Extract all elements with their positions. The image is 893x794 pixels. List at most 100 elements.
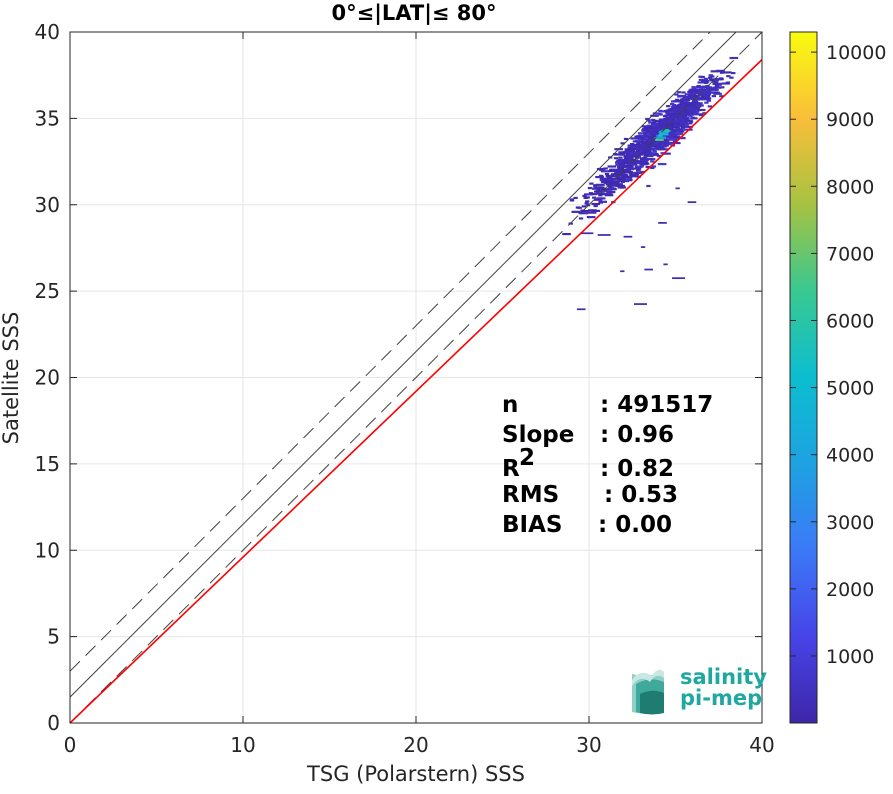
density-cell <box>641 125 651 128</box>
density-cell <box>632 162 637 165</box>
density-cell <box>647 127 652 131</box>
x-tick-label: 20 <box>403 733 428 757</box>
colorbar-tick-label: 10000 <box>826 42 886 64</box>
density-cell <box>621 173 627 176</box>
density-cell <box>654 137 659 140</box>
density-cell <box>702 112 707 115</box>
density-cell <box>607 185 613 188</box>
density-cell-outlier <box>597 234 611 236</box>
density-cell <box>580 209 590 213</box>
density-cell <box>664 129 669 132</box>
density-cell-outlier <box>620 270 625 273</box>
density-cell <box>623 161 633 164</box>
density-cell <box>692 99 697 102</box>
density-cell <box>599 178 604 182</box>
density-cell <box>682 97 687 100</box>
density-cell <box>694 113 703 116</box>
density-cell-outlier <box>640 246 646 248</box>
density-cell <box>653 133 659 136</box>
density-cell <box>658 118 668 121</box>
density-cell <box>719 71 725 74</box>
density-cell <box>618 183 623 186</box>
density-cell <box>677 94 687 98</box>
density-cell <box>662 152 671 155</box>
density-cell <box>618 151 627 154</box>
density-cell <box>678 103 683 106</box>
density-cell <box>692 93 697 97</box>
density-cell <box>642 132 647 135</box>
x-tick-label: 30 <box>576 733 601 757</box>
density-cell <box>599 174 604 177</box>
density-cell <box>629 149 634 153</box>
density-cell <box>670 118 675 121</box>
density-cell <box>635 140 640 143</box>
stat-value: : 491517 <box>600 392 713 418</box>
density-cell <box>652 128 657 131</box>
density-cell <box>705 91 710 94</box>
density-cell <box>700 75 705 79</box>
density-cell <box>650 118 656 122</box>
density-cell <box>632 160 642 163</box>
density-cell <box>680 125 690 128</box>
density-cell <box>721 82 730 85</box>
density-cell <box>650 126 655 130</box>
density-cell <box>659 139 665 143</box>
line-lower <box>70 32 762 723</box>
density-cell <box>671 131 676 134</box>
density-cell <box>690 107 696 110</box>
y-axis-label: Satellite SSS <box>0 312 23 445</box>
density-cell <box>693 91 699 94</box>
density-cell <box>622 170 628 174</box>
density-cell <box>680 130 685 133</box>
density-cell <box>678 132 684 135</box>
density-cell <box>637 132 643 135</box>
density-cell <box>586 216 596 219</box>
density-cell <box>651 122 660 126</box>
density-cell <box>652 144 662 147</box>
density-cell <box>636 168 641 171</box>
density-cell <box>596 197 606 200</box>
density-cell <box>673 135 678 139</box>
density-cell <box>688 94 693 97</box>
density-cell <box>593 185 598 188</box>
density-cell <box>663 109 669 113</box>
density-cell <box>608 169 614 173</box>
density-cell <box>607 176 612 180</box>
density-cell <box>639 164 644 167</box>
y-tick-label: 35 <box>35 106 60 130</box>
density-cell <box>620 169 630 172</box>
density-cell <box>635 156 640 159</box>
density-cell <box>627 163 632 166</box>
density-cell <box>624 156 630 159</box>
density-cell <box>593 204 598 208</box>
density-cell <box>569 198 575 201</box>
colorbar-ticks: 1000 2000 3000 4000 5000 6000 7000 8000 9000 1000… <box>790 42 886 668</box>
density-cell <box>690 117 695 120</box>
density-cell <box>663 121 669 124</box>
density-cell <box>641 145 651 149</box>
density-cell <box>659 133 669 136</box>
density-cell <box>641 142 646 146</box>
density-cell <box>671 105 676 109</box>
density-cell <box>588 192 594 195</box>
density-cell <box>653 126 663 130</box>
density-cell <box>691 98 701 101</box>
density-cell <box>711 80 717 83</box>
density-cell <box>654 152 659 156</box>
density-cell <box>635 149 640 152</box>
density-cell <box>612 180 617 183</box>
density-cell <box>666 117 672 120</box>
density-cell <box>592 193 597 196</box>
density-cell <box>607 187 617 190</box>
colorbar-tick-label: 8000 <box>826 176 874 198</box>
density-cell <box>596 183 605 186</box>
logo-line2: pi-mep <box>680 686 762 710</box>
density-cell <box>648 121 653 124</box>
density-cell <box>643 126 653 129</box>
density-cell <box>673 138 678 141</box>
density-cell <box>629 157 634 161</box>
density-cell <box>643 158 653 161</box>
density-cell <box>689 96 695 99</box>
density-cell <box>645 165 650 169</box>
density-cell <box>593 198 603 201</box>
